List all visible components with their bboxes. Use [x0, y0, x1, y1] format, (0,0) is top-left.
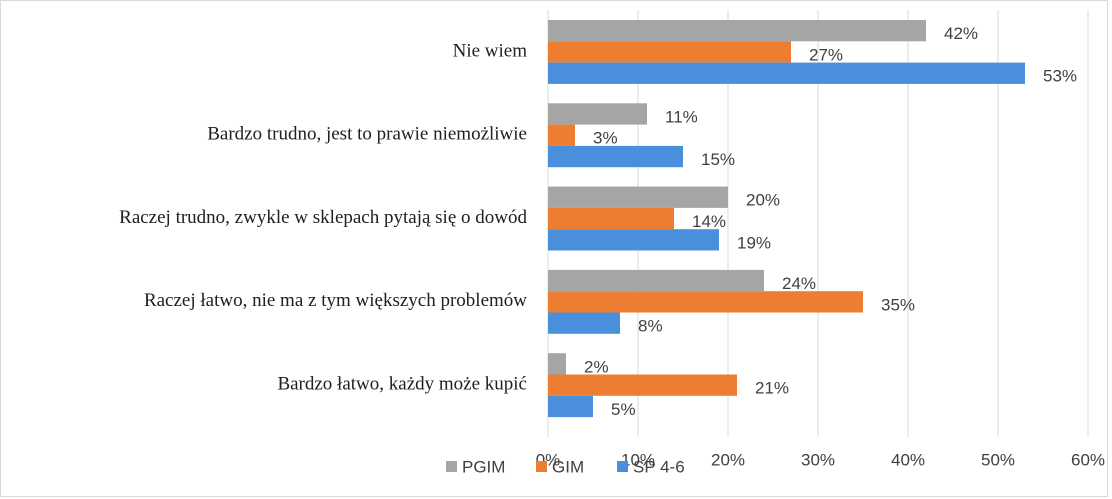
x-tick-label: 20% [711, 450, 745, 469]
legend-swatch [536, 461, 547, 472]
bar [548, 145, 683, 168]
legend-swatch [446, 461, 457, 472]
bar [548, 207, 674, 230]
bar [548, 186, 728, 208]
bar [548, 62, 1025, 84]
data-label: 19% [737, 233, 771, 252]
category-label: Raczej trudno, zwykle w sklepach pytają … [119, 207, 527, 228]
legend-label: PGIM [462, 457, 505, 476]
bar [548, 124, 575, 146]
bar [548, 41, 791, 63]
data-label: 27% [809, 45, 843, 64]
bar [548, 103, 647, 125]
data-label: 20% [746, 191, 780, 210]
category-label: Nie wiem [453, 40, 528, 61]
data-label: 14% [692, 212, 726, 231]
bar [548, 291, 863, 313]
data-label: 15% [701, 150, 735, 169]
bar [548, 374, 737, 396]
x-tick-label: 10% [621, 450, 655, 469]
data-label: 35% [881, 295, 915, 314]
x-tick-label: 40% [891, 450, 925, 469]
category-label: Bardzo trudno, jest to prawie niemożliwi… [207, 124, 527, 145]
category-label: Raczej łatwo, nie ma z tym większych pro… [144, 290, 527, 311]
category-label: Bardzo łatwo, każdy może kupić [277, 374, 527, 395]
data-label: 42% [944, 24, 978, 43]
x-tick-label: 30% [801, 450, 835, 469]
x-tick-label: 50% [981, 450, 1015, 469]
data-label: 53% [1043, 67, 1077, 86]
data-label: 2% [584, 357, 609, 376]
bar [548, 395, 593, 418]
data-label: 24% [782, 274, 816, 293]
x-tick-label: 60% [1071, 450, 1105, 469]
bar [548, 20, 926, 42]
legend-swatch [617, 461, 628, 472]
legend-label: GIM [552, 457, 584, 476]
legend-label: SP 4-6 [633, 457, 685, 476]
data-label: 3% [593, 129, 618, 148]
bar [548, 269, 764, 292]
data-label: 21% [755, 379, 789, 398]
bar [548, 229, 719, 251]
data-label: 8% [638, 317, 663, 336]
bar [548, 353, 566, 375]
data-label: 5% [611, 400, 636, 419]
data-label: 11% [665, 107, 698, 126]
bar [548, 312, 620, 334]
